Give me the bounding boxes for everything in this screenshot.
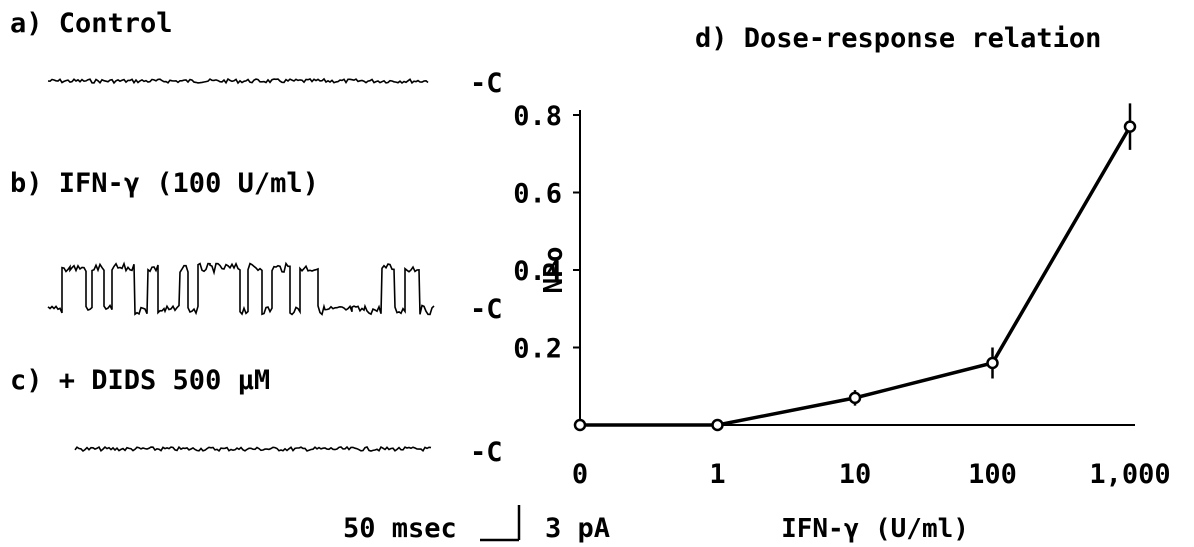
- panel-c-label: c) + DIDS 500 μM: [10, 365, 271, 396]
- data-point: [711, 418, 724, 432]
- dose-response-chart: d) Dose-response relation 0.2 0.4 0.6 0.8 0…: [513, 23, 1170, 544]
- closed-marker-b: -C: [470, 294, 503, 325]
- trace-control: [47, 77, 429, 85]
- trace-ifn: [47, 261, 435, 316]
- y-tick-label: 0.8: [513, 101, 562, 132]
- closed-marker-c: -C: [470, 437, 503, 468]
- x-tick-label: 10: [839, 459, 872, 490]
- scale-current-label: 3 pA: [545, 513, 611, 544]
- data-point: [986, 356, 999, 370]
- closed-marker-a: -C: [470, 68, 503, 99]
- x-tick-label: 1: [709, 459, 725, 490]
- y-axis-label: NPo: [539, 247, 569, 294]
- panel-a-label: a) Control: [10, 8, 173, 39]
- y-tick-label: 0.2: [513, 334, 562, 365]
- y-tick-label: 0.6: [513, 179, 562, 210]
- x-tick-label: 1,000: [1089, 459, 1170, 490]
- series-line: [580, 125, 1132, 427]
- trace-dids: [74, 445, 432, 453]
- chart-title: d) Dose-response relation: [695, 23, 1101, 54]
- scale-time-label: 50 msec: [343, 513, 457, 544]
- x-tick-label: 0: [572, 459, 588, 490]
- data-point: [848, 391, 862, 405]
- panel-b-label: b) IFN-γ (100 U/ml): [10, 168, 319, 199]
- x-axis-label: IFN-γ (U/ml): [781, 514, 969, 544]
- scale-bar: [480, 505, 521, 542]
- data-point: [573, 418, 587, 432]
- x-tick-label: 100: [968, 459, 1017, 490]
- y-tick-label: 0.4: [513, 256, 562, 287]
- data-point: [1123, 120, 1137, 133]
